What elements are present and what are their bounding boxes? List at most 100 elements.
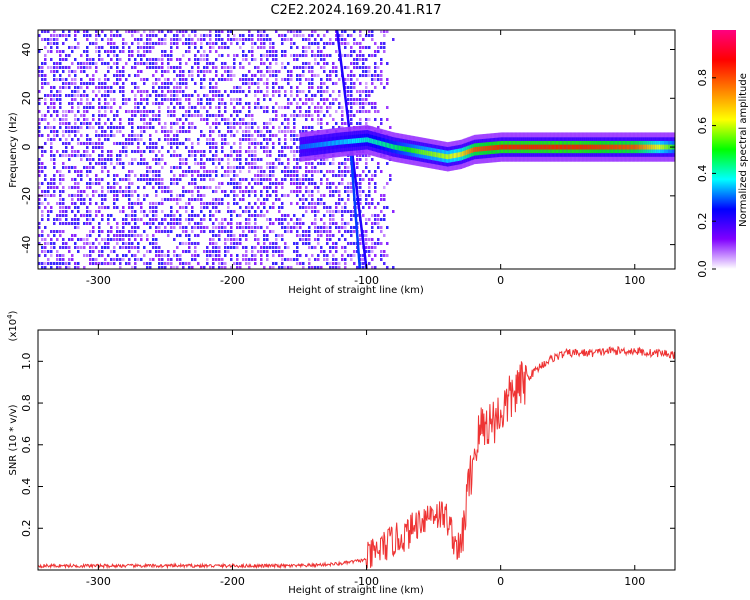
- heatmap-cell: [113, 206, 116, 209]
- heatmap-cell: [380, 226, 383, 229]
- heatmap-cell: [287, 266, 290, 269]
- heatmap-cell: [122, 126, 125, 129]
- heatmap-cell: [101, 134, 104, 137]
- heatmap-cell: [122, 86, 125, 89]
- heatmap-cell: [332, 234, 335, 237]
- heatmap-cell: [353, 86, 356, 89]
- heatmap-cell: [203, 118, 206, 121]
- heatmap-cell: [233, 126, 236, 129]
- heatmap-cell: [308, 182, 311, 185]
- heatmap-cell: [38, 50, 41, 53]
- heatmap-cell: [281, 186, 284, 189]
- heatmap-cell: [83, 106, 86, 109]
- heatmap-cell: [173, 214, 176, 217]
- heatmap-cell: [59, 218, 62, 221]
- heatmap-cell: [125, 142, 128, 145]
- heatmap-cell: [230, 38, 233, 41]
- heatmap-cell: [377, 126, 380, 129]
- heatmap-cell: [224, 138, 227, 141]
- heatmap-cell: [161, 158, 164, 161]
- heatmap-cell: [302, 178, 305, 181]
- heatmap-cell: [251, 254, 254, 257]
- heatmap-cell: [47, 106, 50, 109]
- heatmap-cell: [215, 30, 218, 33]
- heatmap-cell: [89, 62, 92, 65]
- heatmap-cell: [245, 186, 248, 189]
- heatmap-cell: [260, 202, 263, 205]
- heatmap-cell: [80, 154, 83, 157]
- ridge-segment: [595, 144, 598, 150]
- heatmap-cell: [188, 182, 191, 185]
- heatmap-cell: [44, 246, 47, 249]
- heatmap-cell: [101, 218, 104, 221]
- heatmap-cell: [293, 158, 296, 161]
- heatmap-cell: [260, 170, 263, 173]
- heatmap-cell: [41, 154, 44, 157]
- ridge-segment: [648, 144, 650, 150]
- heatmap-cell: [296, 250, 299, 253]
- heatmap-cell: [353, 82, 356, 85]
- heatmap-cell: [278, 86, 281, 89]
- heatmap-cell: [323, 222, 326, 225]
- ridge-segment: [390, 143, 393, 149]
- ridge-segment: [621, 144, 623, 150]
- heatmap-cell: [173, 150, 176, 153]
- heatmap-cell: [65, 54, 68, 57]
- heatmap-cell: [56, 170, 59, 173]
- heatmap-cell: [290, 266, 293, 269]
- heatmap-cell: [317, 186, 320, 189]
- x-tick-label: 0: [497, 274, 504, 287]
- heatmap-cell: [83, 222, 86, 225]
- heatmap-cell: [80, 70, 83, 73]
- heatmap-cell: [224, 190, 227, 193]
- heatmap-cell: [56, 98, 59, 101]
- heatmap-cell: [371, 266, 374, 269]
- heatmap-cell: [284, 194, 287, 197]
- heatmap-cell: [89, 202, 92, 205]
- heatmap-cell: [350, 62, 353, 65]
- heatmap-cell: [83, 90, 86, 93]
- heatmap-cell: [263, 230, 266, 233]
- ridge-segment: [404, 146, 406, 152]
- heatmap-cell: [215, 154, 218, 157]
- heatmap-cell: [209, 230, 212, 233]
- heatmap-cell: [44, 142, 47, 145]
- heatmap-cell: [56, 254, 59, 257]
- heatmap-cell: [74, 226, 77, 229]
- ridge-segment: [406, 147, 409, 152]
- heatmap-cell: [149, 62, 152, 65]
- heatmap-cell: [272, 142, 275, 145]
- heatmap-cell: [356, 54, 359, 57]
- ridge-segment: [460, 151, 463, 157]
- ridge-segment: [607, 144, 610, 150]
- ridge-segment: [534, 144, 536, 150]
- ridge-segment: [548, 144, 551, 150]
- heatmap-cell: [74, 94, 77, 97]
- heatmap-cell: [314, 238, 317, 241]
- heatmap-cell: [377, 162, 380, 165]
- heatmap-cell: [209, 254, 212, 257]
- heatmap-cell: [122, 142, 125, 145]
- heatmap-cell: [212, 66, 215, 69]
- heatmap-cell: [98, 138, 101, 141]
- heatmap-cell: [239, 178, 242, 181]
- heatmap-cell: [248, 134, 251, 137]
- heatmap-cell: [350, 186, 353, 189]
- heatmap-cell: [128, 142, 131, 145]
- heatmap-cell: [293, 66, 296, 69]
- heatmap-cell: [281, 62, 284, 65]
- heatmap-cell: [344, 258, 347, 261]
- ridge-segment: [511, 144, 513, 150]
- heatmap-cell: [248, 190, 251, 193]
- heatmap-cell: [278, 210, 281, 213]
- heatmap-cell: [278, 142, 281, 145]
- heatmap-cell: [320, 66, 323, 69]
- heatmap-cell: [74, 70, 77, 73]
- heatmap-cell: [185, 230, 188, 233]
- heatmap-cell: [50, 186, 53, 189]
- heatmap-cell: [158, 178, 161, 181]
- heatmap-cell: [347, 198, 350, 201]
- heatmap-cell: [221, 198, 224, 201]
- heatmap-cell: [248, 122, 251, 125]
- heatmap-cell: [218, 34, 221, 37]
